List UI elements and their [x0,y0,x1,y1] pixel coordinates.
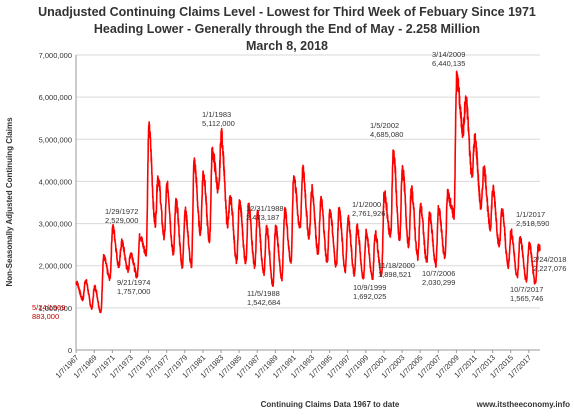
annotation-value: 2,030,299 [422,278,455,287]
axes [75,55,540,351]
annotation-value: 5,112,000 [202,119,235,128]
y-tick-labels: 0 1,000,000 2,000,000 3,000,000 4,000,000 5,0… [39,51,72,355]
y-tick-label: 2,000,000 [39,262,72,271]
annotation-date: 11/18/2000 [378,261,415,270]
annotation-value: 2,227,076 [533,264,566,273]
annotation-date: 3/14/2009 [432,50,465,59]
annotation-date: 1/29/1972 [105,207,138,216]
annotation-date: 1/1/1983 [202,110,231,119]
annotation-value: 6,440,135 [432,59,465,68]
chart-title-line-2: Heading Lower - Generally through the En… [93,22,481,36]
annotation-value: 1,542,684 [247,298,280,307]
chart-title-line-1: Unadjusted Continuing Claims Level - Low… [38,5,536,19]
y-tick-label: 3,000,000 [39,220,72,229]
annotation-date: 9/21/1974 [117,278,150,287]
x-axis-label: Continuing Claims Data 1967 to date [261,400,400,409]
chart-title-line-3: March 8, 2018 [246,39,328,53]
annotation-date: 1/1/2000 [352,200,381,209]
y-tick-label: 7,000,000 [39,51,72,60]
annotation-date: 1/1/2017 [516,210,545,219]
series-line-continuing-claims [75,70,541,314]
annotation-date: 10/9/1999 [353,283,386,292]
annotation-date: 12/31/1988 [246,204,284,213]
gridlines [76,54,540,309]
annotation-value: 1,692,025 [353,292,386,301]
annotation-value: 4,685,080 [370,130,403,139]
y-tick-label: 4,000,000 [39,177,72,186]
annotation-date: 1/5/2002 [370,121,399,130]
annotation-value: 1,757,000 [117,287,150,296]
y-tick-label: 5,000,000 [39,135,72,144]
source-credit: www.itstheeconomy.info [476,400,570,409]
x-tick-labels: 1/7/19671/7/19691/7/19711/7/19731/7/1975… [54,350,533,380]
annotation-value: 2,529,000 [105,216,138,225]
annotation-value: 1,565,746 [510,294,543,303]
annotation-date: 10/7/2006 [422,269,455,278]
annotation-value: 1,898,521 [378,270,411,279]
annotation-value: 2,761,926 [352,209,385,218]
annotation-value: 883,000 [32,312,59,321]
y-tick-label: 1,000,000 [39,304,72,313]
y-axis-label: Non-Seasonally Adjusted Continuing Claim… [5,117,14,287]
annotation-value: 2,473,187 [246,213,279,222]
annotation-date: 10/7/2017 [510,285,543,294]
y-tick-label: 6,000,000 [39,93,72,102]
annotation-value: 2,518,590 [516,219,549,228]
series-claims [75,70,541,314]
y-tick-label: 0 [68,346,72,355]
annotation-date: 2/24/2018 [533,255,566,264]
annotation-date: 5/24/1969 [32,303,65,312]
annotation-date: 11/5/1988 [247,289,280,298]
